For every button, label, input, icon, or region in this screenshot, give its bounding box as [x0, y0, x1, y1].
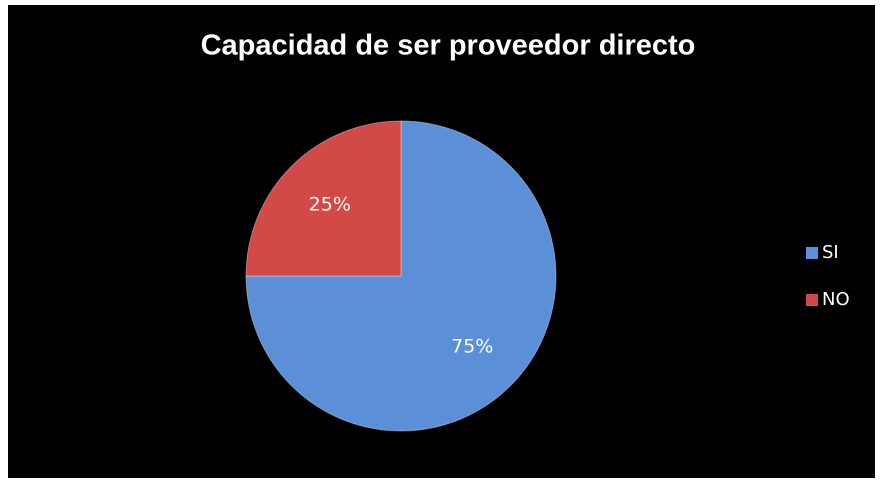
data-label: 75% — [451, 336, 493, 358]
legend-label: SI — [822, 242, 839, 263]
chart-title: Capacidad de ser proveedor directo — [201, 30, 696, 62]
legend-swatch — [806, 247, 818, 259]
data-label: 25% — [309, 193, 351, 215]
pie-slice — [245, 120, 557, 432]
pie-slice — [245, 120, 402, 277]
legend-swatch — [806, 294, 818, 306]
legend-label: NO — [822, 289, 850, 310]
